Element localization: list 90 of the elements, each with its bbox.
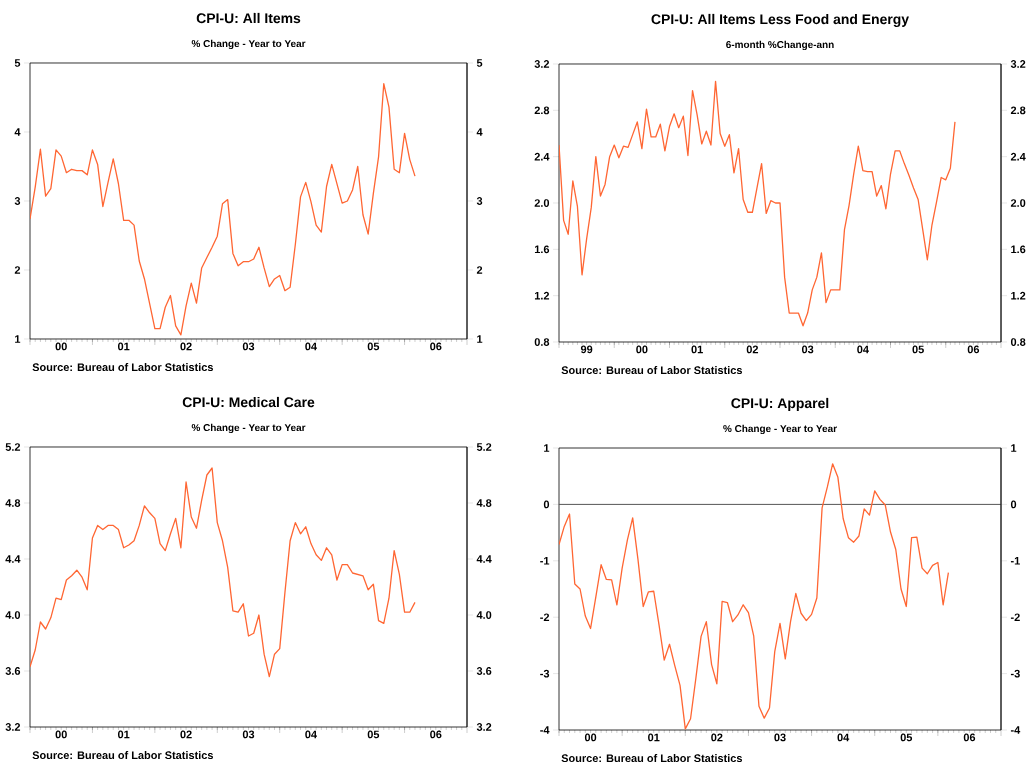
source-note: Source: Bureau of Labor Statistics bbox=[561, 366, 742, 375]
x-tick-label: 04 bbox=[305, 730, 317, 739]
y-tick-label: -4 bbox=[540, 726, 550, 734]
y-tick-label: -1 bbox=[540, 557, 550, 565]
x-tick-label: 99 bbox=[580, 345, 593, 354]
y2-tick-label: 1 bbox=[477, 335, 483, 343]
x-tick-label: 05 bbox=[900, 733, 913, 742]
y2-tick-label: 4 bbox=[476, 128, 483, 136]
x-tick-label: 00 bbox=[55, 342, 67, 351]
line-series bbox=[559, 463, 950, 730]
y2-tick-label: 3.2 bbox=[1010, 60, 1026, 68]
chart-subtitle: % Change - Year to Year bbox=[191, 423, 306, 434]
y2-tick-label: 0.8 bbox=[1010, 338, 1026, 346]
x-tick-label: 03 bbox=[801, 345, 814, 354]
x-tick-label: 02 bbox=[180, 730, 192, 739]
x-tick-label: 01 bbox=[648, 733, 660, 742]
y-tick-label: 1.2 bbox=[534, 291, 550, 300]
x-tick-label: 02 bbox=[746, 345, 759, 354]
x-tick-label: 02 bbox=[180, 342, 192, 351]
x-tick-label: 00 bbox=[636, 345, 648, 354]
y-tick-label: 0 bbox=[543, 500, 550, 509]
chart-subtitle: 6-month %Change-ann bbox=[726, 40, 834, 51]
y-tick-label: 2 bbox=[14, 266, 21, 274]
y-tick-label: 4 bbox=[14, 128, 21, 136]
y-tick-label: -2 bbox=[540, 613, 550, 622]
x-tick-label: 06 bbox=[430, 730, 442, 739]
y2-tick-label: 3 bbox=[476, 197, 483, 205]
y2-tick-label: 3.6 bbox=[476, 667, 492, 675]
y2-tick-label: 2.4 bbox=[1010, 152, 1026, 161]
y2-tick-label: 5.2 bbox=[476, 443, 492, 451]
chart-title: CPI-U: Medical Care bbox=[182, 396, 315, 408]
x-tick-label: 06 bbox=[967, 345, 980, 354]
x-tick-label: 05 bbox=[912, 345, 924, 354]
x-tick-label: 06 bbox=[963, 733, 976, 742]
y-tick-label: 4.0 bbox=[5, 611, 21, 619]
x-tick-label: 06 bbox=[430, 342, 442, 351]
x-tick-label: 05 bbox=[367, 342, 380, 351]
y-tick-label: 1.6 bbox=[534, 245, 550, 254]
y2-tick-label: 3.2 bbox=[476, 723, 492, 731]
y-tick-label: 2.0 bbox=[534, 199, 550, 207]
x-tick-label: 05 bbox=[367, 730, 380, 739]
y2-tick-label: 1 bbox=[1011, 444, 1017, 452]
y2-tick-label: -3 bbox=[1010, 669, 1020, 678]
y-tick-label: 3.2 bbox=[534, 60, 550, 68]
y-tick-label: 1 bbox=[544, 444, 550, 452]
x-tick-label: 00 bbox=[55, 730, 67, 739]
y2-tick-label: -2 bbox=[1010, 613, 1020, 622]
x-tick-label: 02 bbox=[711, 733, 723, 742]
y2-tick-label: -1 bbox=[1010, 557, 1020, 565]
x-tick-label: 00 bbox=[584, 733, 597, 742]
x-tick-label: 01 bbox=[117, 342, 130, 351]
y2-tick-label: 4.8 bbox=[476, 499, 492, 507]
y2-tick-label: -4 bbox=[1010, 726, 1021, 734]
y-tick-label: 5 bbox=[14, 59, 21, 67]
x-tick-label: 03 bbox=[774, 733, 786, 742]
y2-tick-label: 4.4 bbox=[476, 555, 492, 563]
chart-subtitle: % Change - Year to Year bbox=[723, 424, 837, 435]
y2-tick-label: 2.0 bbox=[1010, 199, 1026, 207]
y2-tick-label: 0 bbox=[1010, 500, 1017, 509]
y2-tick-label: 4.0 bbox=[476, 611, 492, 619]
y2-tick-label: 5 bbox=[476, 59, 483, 67]
y2-tick-label: 1.6 bbox=[1011, 245, 1026, 254]
chart-title: CPI-U: Apparel bbox=[731, 397, 829, 411]
source-note: Source: Bureau of Labor Statistics bbox=[561, 754, 742, 763]
x-tick-label: 01 bbox=[691, 345, 703, 354]
y-tick-label: 3 bbox=[14, 197, 21, 205]
y-tick-label: -3 bbox=[540, 669, 550, 678]
y-tick-label: 3.6 bbox=[5, 667, 21, 675]
x-tick-label: 04 bbox=[305, 342, 317, 351]
y2-tick-label: 1.2 bbox=[1011, 291, 1026, 300]
chart-subtitle: % Change - Year to Year bbox=[191, 39, 306, 50]
y-tick-label: 0.8 bbox=[534, 338, 550, 346]
y-tick-label: 1 bbox=[15, 335, 21, 343]
y-tick-label: 2.4 bbox=[534, 152, 550, 161]
y-tick-label: 3.2 bbox=[5, 723, 21, 731]
chart-title: CPI-U: All Items Less Food and Energy bbox=[651, 13, 909, 27]
x-tick-label: 03 bbox=[242, 730, 255, 739]
y-tick-label: 4.4 bbox=[5, 555, 21, 563]
x-tick-label: 01 bbox=[117, 730, 130, 739]
source-note: Source: Bureau of Labor Statistics bbox=[32, 751, 213, 760]
y2-tick-label: 2 bbox=[476, 266, 483, 274]
x-tick-label: 04 bbox=[857, 345, 869, 354]
x-tick-label: 03 bbox=[242, 342, 255, 351]
x-tick-label: 04 bbox=[837, 733, 850, 742]
y2-tick-label: 2.8 bbox=[1010, 106, 1026, 115]
y-tick-label: 2.8 bbox=[534, 106, 550, 115]
source-note: Source: Bureau of Labor Statistics bbox=[32, 363, 213, 372]
chart-title: CPI-U: All Items bbox=[196, 12, 301, 24]
y-tick-label: 5.2 bbox=[5, 443, 21, 451]
y-tick-label: 4.8 bbox=[5, 499, 21, 507]
